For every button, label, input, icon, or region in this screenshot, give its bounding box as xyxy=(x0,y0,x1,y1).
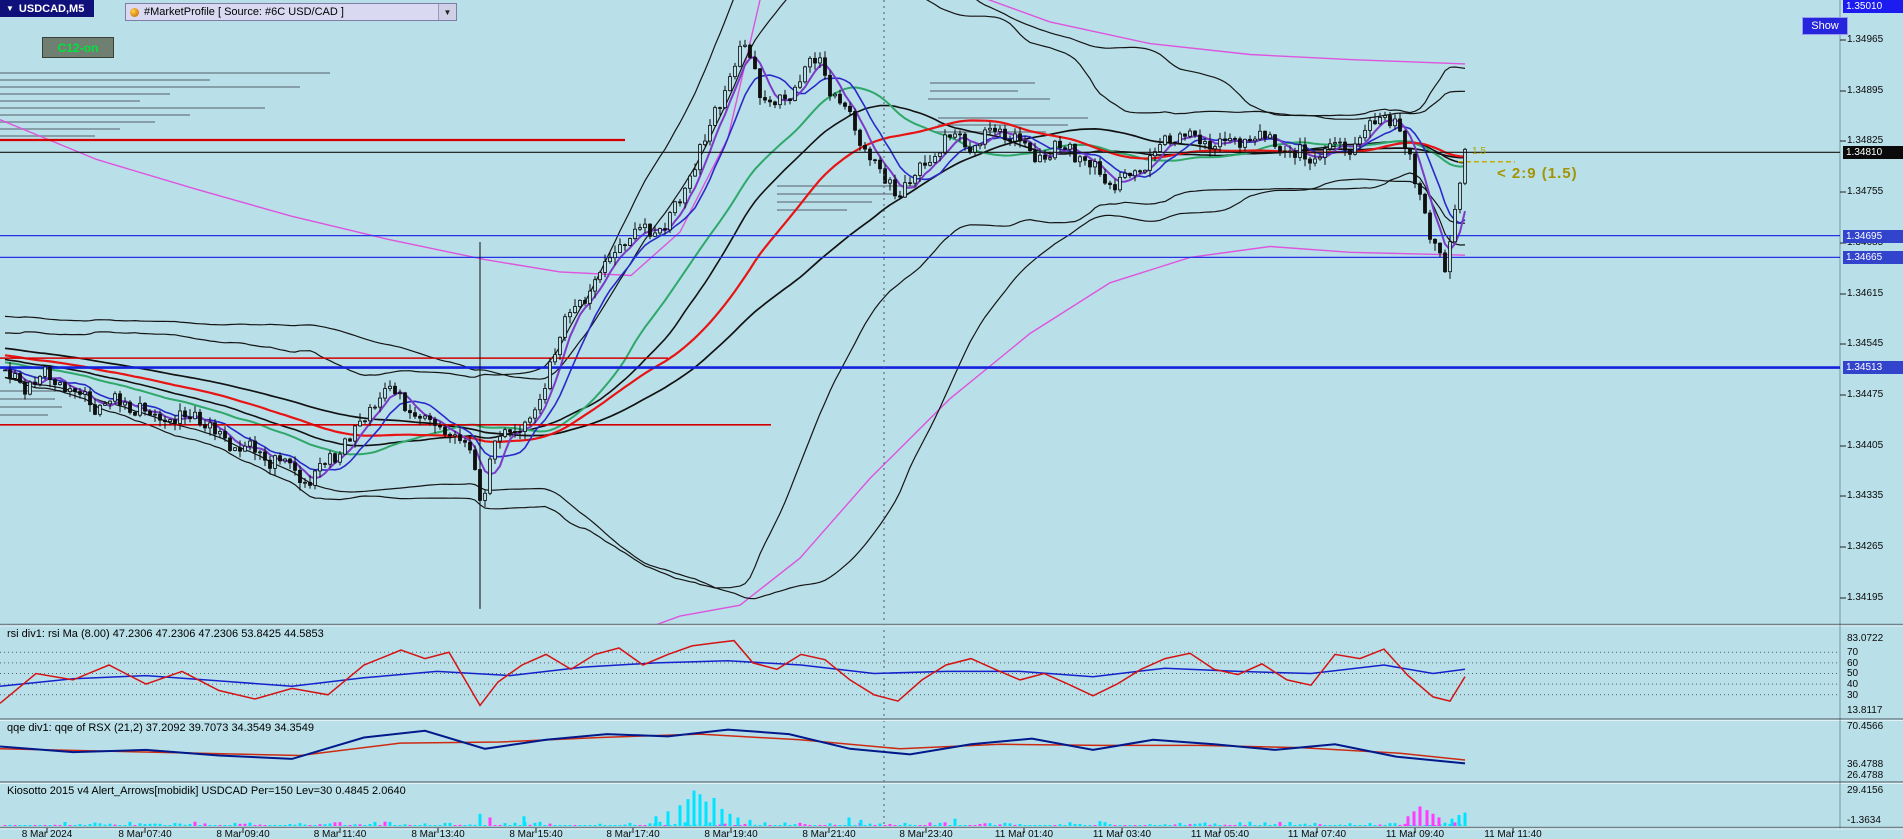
chevron-down-icon: ▼ xyxy=(443,7,452,17)
indicator-icon xyxy=(130,7,139,17)
qqe-indicator-header: qqe div1: qqe of RSX (21,2) 37.2092 39.7… xyxy=(7,722,315,734)
c12-toggle-button[interactable]: C12-on xyxy=(42,37,114,58)
marketprofile-dropdown[interactable]: #MarketProfile [ Source: #6C USD/CAD ] ▼ xyxy=(125,3,457,21)
show-button[interactable]: Show xyxy=(1802,17,1848,35)
symbol-period-label: USDCAD,M5 xyxy=(18,2,85,15)
marketprofile-label: #MarketProfile [ Source: #6C USD/CAD ] xyxy=(144,6,344,18)
risk-ratio-annotation: < 2:9 (1.5) xyxy=(1497,165,1578,182)
chevron-down-icon: ▼ xyxy=(6,3,14,13)
kiosotto-indicator-header: Kiosotto 2015 v4 Alert_Arrows[mobidik] U… xyxy=(7,785,406,797)
level-annotation: 1.5 xyxy=(1472,146,1486,157)
symbol-period-selector[interactable]: ▼ USDCAD,M5 xyxy=(0,0,95,17)
dropdown-button[interactable]: ▼ xyxy=(438,4,456,20)
rsi-indicator-header: rsi div1: rsi Ma (8.00) 47.2306 47.2306 … xyxy=(7,628,324,640)
